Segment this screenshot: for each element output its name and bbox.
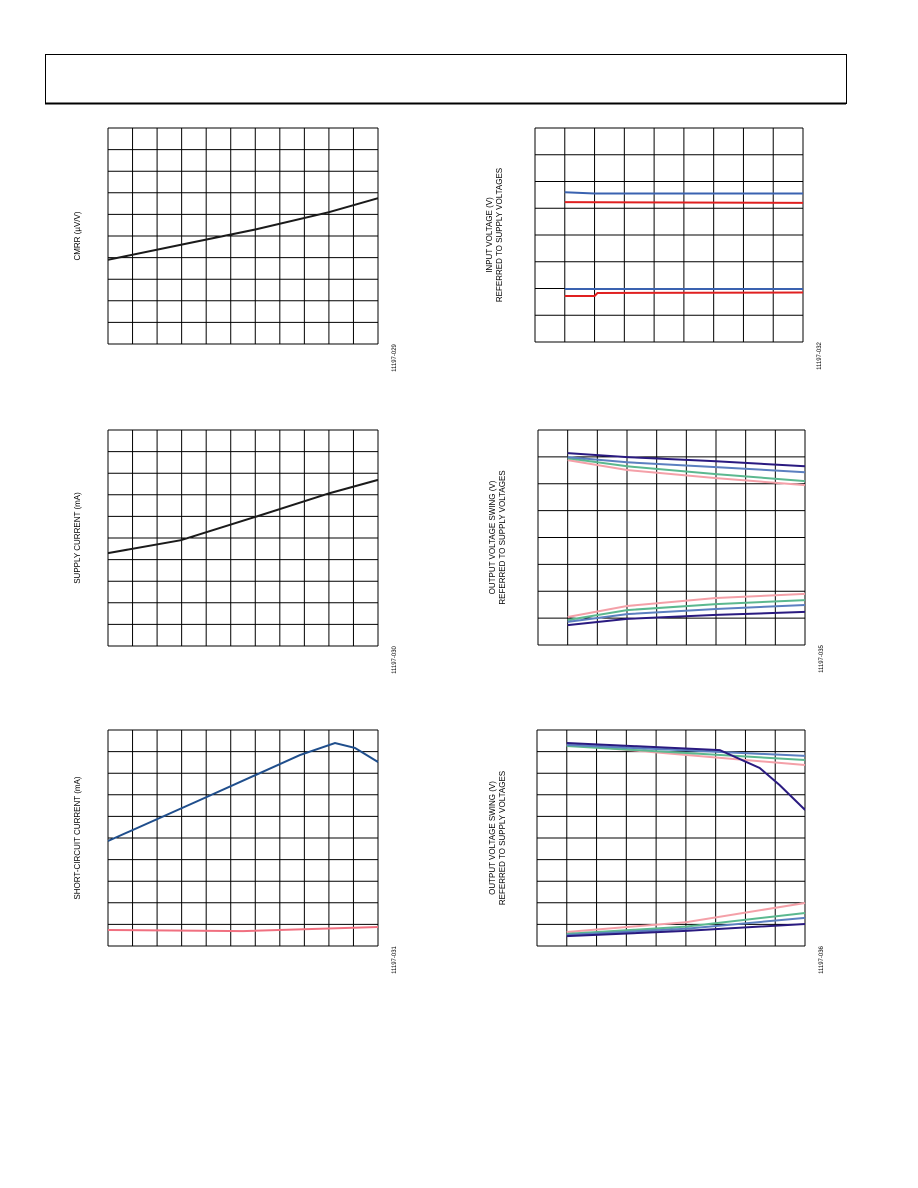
y-axis-label: SHORT-CIRCUIT CURRENT (mA) (73, 776, 82, 899)
data-line (566, 742, 806, 811)
data-line (567, 457, 806, 483)
data-line (567, 610, 806, 627)
figure-id: 11197-029 (392, 343, 398, 371)
data-line (567, 459, 806, 487)
y-axis-label: OUTPUT VOLTAGE SWING (V) (488, 781, 497, 895)
data-line (566, 912, 806, 935)
data-line (107, 926, 379, 933)
data-line (566, 745, 806, 761)
data-line (566, 902, 806, 933)
figure-id: 11197-030 (392, 645, 398, 673)
data-line (566, 923, 806, 938)
data-line (564, 191, 803, 195)
data-line (107, 741, 379, 842)
figure-id: 11197-031 (392, 945, 398, 973)
y-axis-label: INPUT VOLTAGE (V) (485, 197, 494, 273)
data-line (564, 291, 804, 297)
y-axis-label: REFERRED TO SUPPLY VOLTAGES (498, 470, 507, 604)
y-axis-label: REFERRED TO SUPPLY VOLTAGES (498, 771, 507, 905)
y-axis-label: OUTPUT VOLTAGE SWING (V) (488, 480, 497, 594)
data-line (567, 452, 806, 468)
data-line (107, 197, 379, 261)
data-line (567, 592, 806, 618)
figure-id: 11197-036 (819, 945, 825, 973)
data-line (566, 916, 806, 936)
data-line (567, 599, 806, 621)
data-line (567, 456, 806, 474)
data-line (107, 478, 379, 555)
y-axis-label: REFERRED TO SUPPLY VOLTAGES (495, 168, 504, 302)
header-box (45, 54, 847, 104)
figure-id: 11197-035 (819, 644, 825, 672)
figure-id: 11197-032 (817, 341, 823, 369)
data-line (566, 743, 806, 757)
data-line (564, 201, 804, 204)
data-line (567, 604, 806, 623)
y-axis-label: SUPPLY CURRENT (mA) (73, 492, 82, 584)
y-axis-label: CMRR (µV/V) (73, 211, 82, 260)
